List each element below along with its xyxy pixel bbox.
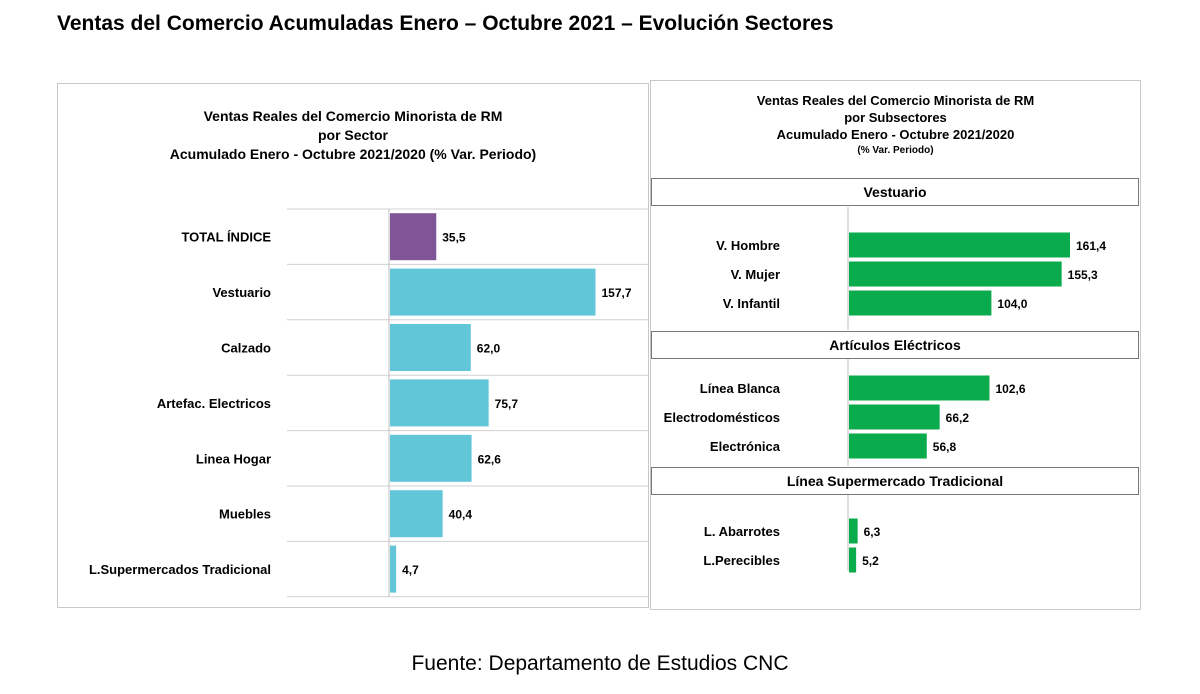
category-label-muebles: Muebles (219, 507, 271, 522)
bar-l-perecibles (849, 547, 857, 573)
bar-v-infantil (849, 290, 992, 316)
category-label-linea-blanca: Línea Blanca (700, 381, 781, 396)
subsector-chart-title-line-2: por Subsectores (844, 109, 947, 125)
bar-linea-hogar (390, 434, 472, 482)
bar-l-supermercados-tradicional (390, 545, 397, 593)
bar-artefac-electricos (390, 379, 489, 427)
subsector-chart-title: Ventas Reales del Comercio Minorista de … (651, 93, 1140, 157)
sector-chart-panel: Ventas Reales del Comercio Minorista de … (57, 83, 649, 608)
category-label-l-abarrotes: L. Abarrotes (704, 524, 780, 539)
value-label-linea-blanca: 102,6 (995, 382, 1025, 396)
category-label-total-indice: TOTAL ÍNDICE (181, 230, 271, 245)
value-label-total-indice: 35,5 (442, 231, 466, 245)
value-label-artefac-electricos: 75,7 (495, 397, 519, 411)
subsector-chart-panel: Ventas Reales del Comercio Minorista de … (650, 80, 1141, 610)
category-label-v-mujer: V. Mujer (731, 267, 780, 282)
value-label-v-infantil: 104,0 (997, 297, 1027, 311)
value-label-v-mujer: 155,3 (1068, 268, 1098, 282)
category-label-l-perecibles: L.Perecibles (703, 553, 780, 568)
sector-chart-title-line-3: Acumulado Enero - Octubre 2021/2020 (% V… (169, 145, 537, 162)
subsector-chart-title-line-4: (% Var. Periodo) (857, 144, 934, 156)
bar-linea-blanca (849, 375, 990, 401)
category-label-artefac-electricos: Artefac. Electricos (157, 396, 271, 411)
category-label-electronica: Electrónica (710, 439, 781, 454)
value-label-l-supermercados-tradicional: 4,7 (402, 563, 419, 577)
value-label-vestuario: 157,7 (602, 286, 632, 300)
value-label-l-perecibles: 5,2 (862, 554, 879, 568)
value-label-v-hombre: 161,4 (1076, 239, 1106, 253)
subsector-chart-title-line-1: Ventas Reales del Comercio Minorista de … (756, 93, 1035, 108)
section-header-vestuario: Vestuario (651, 178, 1139, 206)
value-label-electrodomesticos: 66,2 (946, 411, 970, 425)
value-label-l-abarrotes: 6,3 (864, 525, 881, 539)
subsector-chart-title-line-3: Acumulado Enero - Octubre 2021/2020 (776, 126, 1015, 142)
bar-total-indice (390, 213, 437, 261)
value-label-muebles: 40,4 (449, 508, 473, 522)
bar-electronica (849, 433, 927, 459)
category-label-vestuario: Vestuario (212, 285, 271, 300)
bar-muebles (390, 490, 443, 538)
category-label-v-hombre: V. Hombre (716, 238, 780, 253)
subsector-bar-chart: V. Hombre 161,4 V. Mujer 155,3 V. Infantil 10… (664, 207, 1106, 573)
bar-vestuario (390, 268, 596, 316)
category-label-linea-hogar: Linea Hogar (196, 451, 271, 466)
bar-electrodomesticos (849, 404, 940, 430)
sector-bar-chart: TOTAL ÍNDICE 35,5 Vestuario 157,7 Calzado 62,… (89, 208, 648, 598)
sector-chart-title-line-1: Ventas Reales del Comercio Minorista de … (203, 108, 503, 124)
category-label-v-infantil: V. Infantil (723, 296, 780, 311)
section-header-supermercado-tradicional: Línea Supermercado Tradicional (651, 467, 1139, 495)
bar-calzado (390, 324, 471, 371)
bar-v-mujer (849, 261, 1062, 287)
bar-l-abarrotes (849, 518, 858, 544)
category-label-calzado: Calzado (221, 341, 271, 356)
value-label-linea-hogar: 62,6 (478, 452, 502, 466)
page-title: Ventas del Comercio Acumuladas Enero – O… (57, 12, 834, 35)
category-label-l-supermercados-tradicional: L.Supermercados Tradicional (89, 562, 271, 577)
sector-chart-title-line-2: por Sector (317, 126, 388, 143)
value-label-electronica: 56,8 (933, 440, 957, 454)
value-label-calzado: 62,0 (477, 342, 501, 356)
section-header-articulos-electricos: Artículos Eléctricos (651, 331, 1139, 359)
source-note: Fuente: Departamento de Estudios CNC (411, 652, 789, 675)
category-label-electrodomesticos: Electrodomésticos (664, 410, 780, 425)
sector-chart-title: Ventas Reales del Comercio Minorista de … (58, 107, 648, 164)
bar-v-hombre (849, 232, 1070, 258)
